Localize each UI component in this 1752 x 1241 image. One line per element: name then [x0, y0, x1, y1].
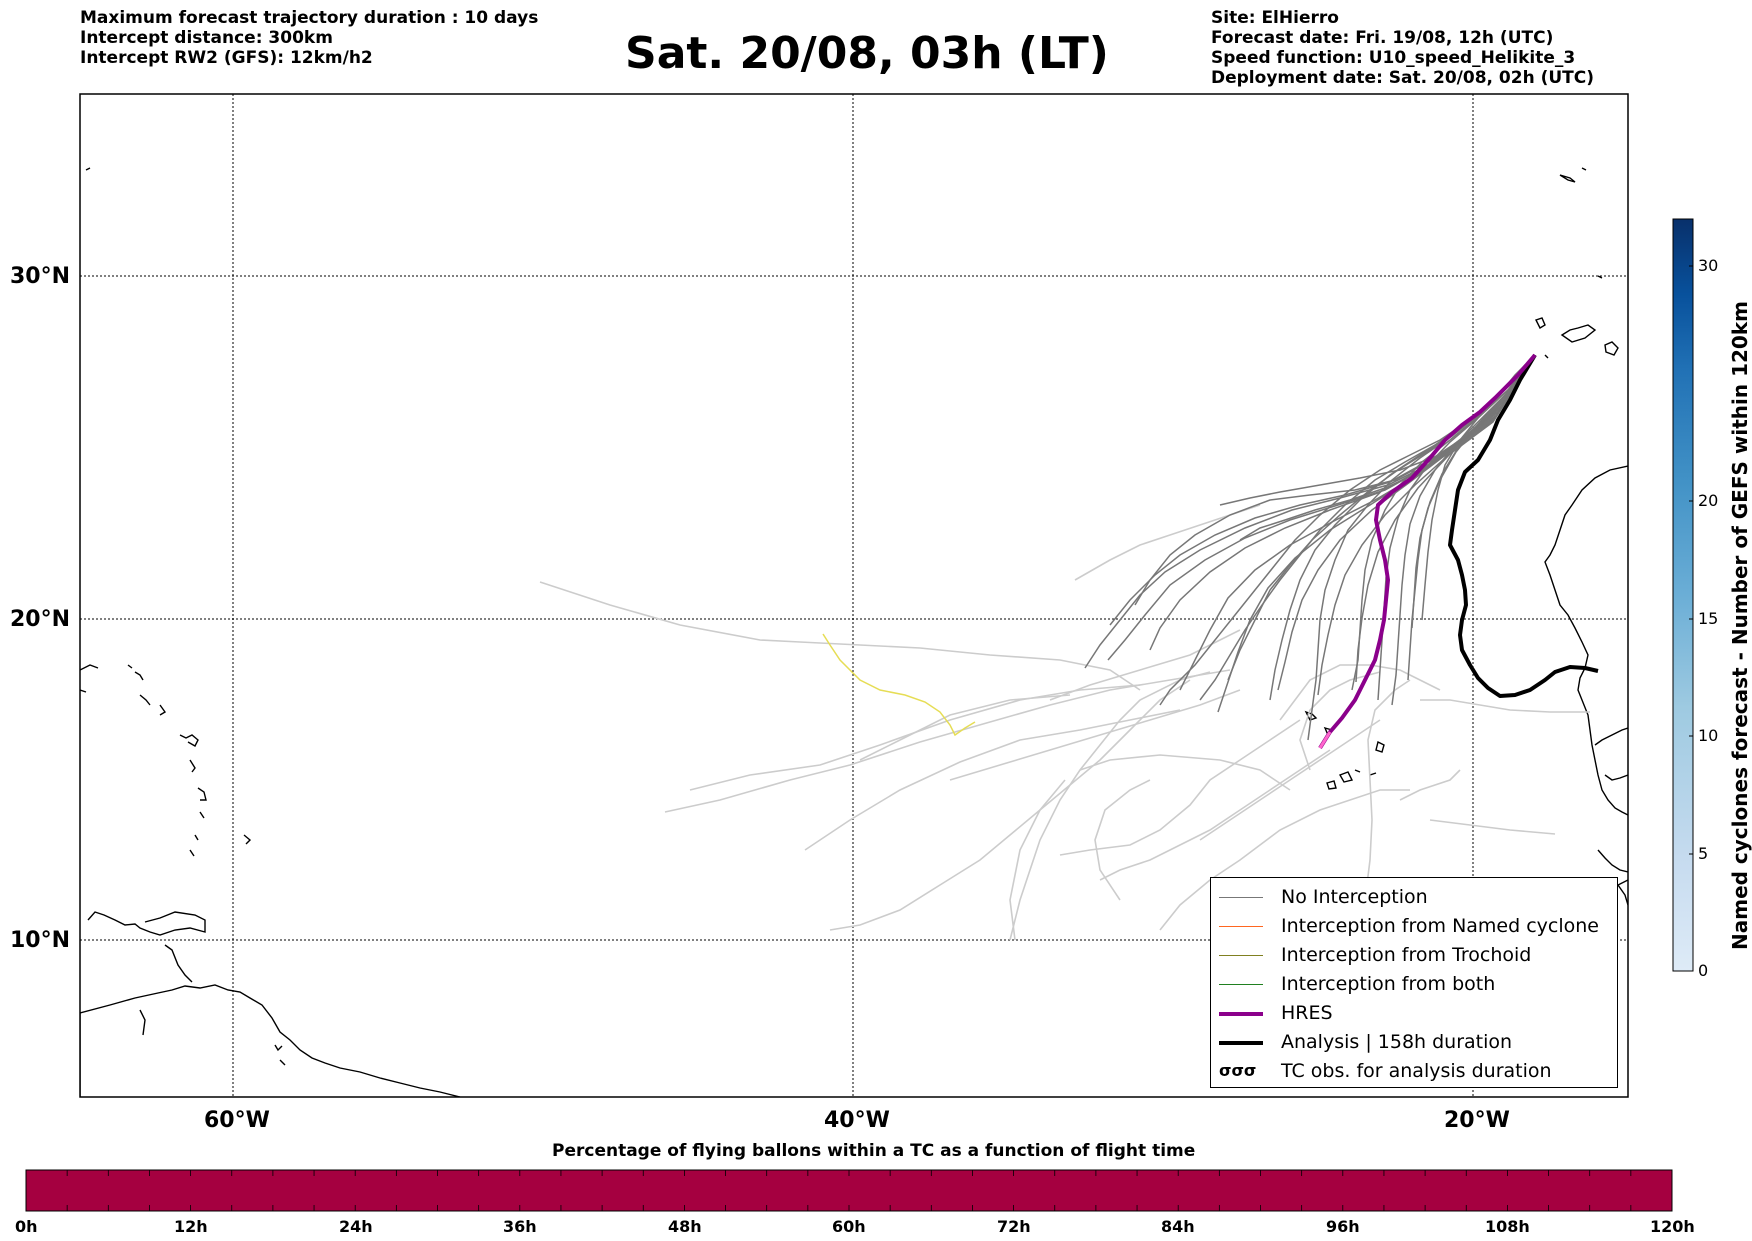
track-hres	[1318, 353, 1537, 750]
legend-label: Analysis | 158h duration	[1281, 1030, 1513, 1053]
lat-label-20n: 20°N	[10, 607, 71, 632]
island-madeira	[1559, 174, 1576, 183]
legend-label: No Interception	[1281, 885, 1428, 908]
coast-south-america	[80, 984, 461, 1097]
header-right: Site: ElHierro Forecast date: Fri. 19/08…	[1211, 8, 1594, 88]
legend-item-trochoid: Interception from Trochoid	[1219, 940, 1617, 969]
header-forecast-date: Forecast date: Fri. 19/08, 12h (UTC)	[1211, 28, 1554, 48]
header-left: Maximum forecast trajectory duration : 1…	[80, 8, 538, 68]
island-canary-2	[1560, 324, 1597, 343]
colorbar-bottom-tick-108h: 108h	[1485, 1217, 1530, 1236]
plot-title: Sat. 20/08, 03h (LT)	[625, 28, 1109, 79]
colorbar-right	[1672, 218, 1694, 972]
header-intercept-rw2: Intercept RW2 (GFS): 12km/h2	[80, 48, 373, 68]
header-intercept-distance: Intercept distance: 300km	[80, 28, 333, 48]
colorbar-bottom-tick-12h: 12h	[174, 1217, 208, 1236]
legend-swatch-purple	[1219, 1003, 1263, 1023]
colorbar-bottom-title: Percentage of flying ballons within a TC…	[552, 1141, 1196, 1161]
colorbar-right-tick-20: 20	[1698, 491, 1719, 510]
coast-africa	[1544, 465, 1628, 816]
legend-label: Interception from Named cyclone	[1281, 914, 1599, 937]
legend-item-both: Interception from both	[1219, 969, 1617, 998]
legend: No Interception Interception from Named …	[1210, 877, 1618, 1088]
colorbar-right-tick-30: 30	[1698, 256, 1719, 275]
cyclone-symbol-icon: σσσ	[1219, 1060, 1257, 1080]
legend-swatch-gray	[1219, 887, 1263, 907]
legend-item-named-cyclone: Interception from Named cyclone	[1219, 911, 1617, 940]
header-max-duration: Maximum forecast trajectory duration : 1…	[80, 8, 539, 28]
colorbar-bottom	[25, 1169, 1673, 1212]
colorbar-bottom-tick-48h: 48h	[668, 1217, 702, 1236]
colorbar-bottom-tick-0h: 0h	[15, 1217, 38, 1236]
legend-label: HRES	[1281, 1001, 1333, 1024]
colorbar-bottom-tick-60h: 60h	[832, 1217, 866, 1236]
colorbar-right-tick-0: 0	[1698, 961, 1709, 980]
legend-swatch-black	[1219, 1032, 1263, 1052]
legend-label: Interception from both	[1281, 972, 1496, 995]
legend-swatch-green	[1219, 974, 1263, 994]
header-deployment-date: Deployment date: Sat. 20/08, 02h (UTC)	[1211, 68, 1595, 88]
legend-item-no-interception: No Interception	[1219, 882, 1617, 911]
legend-swatch-olive	[1219, 945, 1263, 965]
track-hres-end	[1318, 731, 1332, 749]
island-canary-3	[1604, 341, 1619, 356]
lon-label-60w: 60°W	[204, 1108, 270, 1133]
map-frame	[79, 93, 1629, 1098]
legend-swatch-orange	[1219, 916, 1263, 936]
track-yellow	[822, 633, 976, 737]
lat-label-10n: 10°N	[10, 928, 71, 953]
island-canary-1	[1535, 317, 1546, 329]
header-site: Site: ElHierro	[1211, 8, 1339, 28]
coastlines	[80, 167, 1628, 1097]
legend-label: Interception from Trochoid	[1281, 943, 1532, 966]
track-analysis	[1448, 353, 1599, 698]
lon-label-40w: 40°W	[824, 1108, 890, 1133]
legend-item-tc-obs: σσσ TC obs. for analysis duration	[1219, 1056, 1617, 1085]
island-capeverde-1	[1304, 710, 1318, 721]
colorbar-bottom-tick-24h: 24h	[339, 1217, 373, 1236]
legend-label: TC obs. for analysis duration	[1281, 1059, 1552, 1082]
colorbar-right-title: Named cyclones forecast - Number of GEFS…	[1728, 301, 1752, 950]
colorbar-bottom-tick-96h: 96h	[1326, 1217, 1360, 1236]
colorbar-bottom-tick-36h: 36h	[503, 1217, 537, 1236]
colorbar-bottom-tick-72h: 72h	[997, 1217, 1031, 1236]
colorbar-right-tick-5: 5	[1698, 844, 1709, 863]
ensemble-late-tracks	[539, 504, 1590, 951]
legend-item-hres: HRES	[1219, 998, 1617, 1027]
header-speed-function: Speed function: U10_speed_Helikite_3	[1211, 48, 1576, 68]
colorbar-right-tick-10: 10	[1698, 726, 1719, 745]
lat-label-30n: 30°N	[10, 264, 71, 289]
lon-label-20w: 20°W	[1444, 1108, 1510, 1133]
colorbar-bottom-tick-84h: 84h	[1161, 1217, 1195, 1236]
colorbar-right-tick-15: 15	[1698, 609, 1719, 628]
colorbar-bottom-tick-120h: 120h	[1650, 1217, 1695, 1236]
legend-item-analysis: Analysis | 158h duration	[1219, 1027, 1617, 1056]
